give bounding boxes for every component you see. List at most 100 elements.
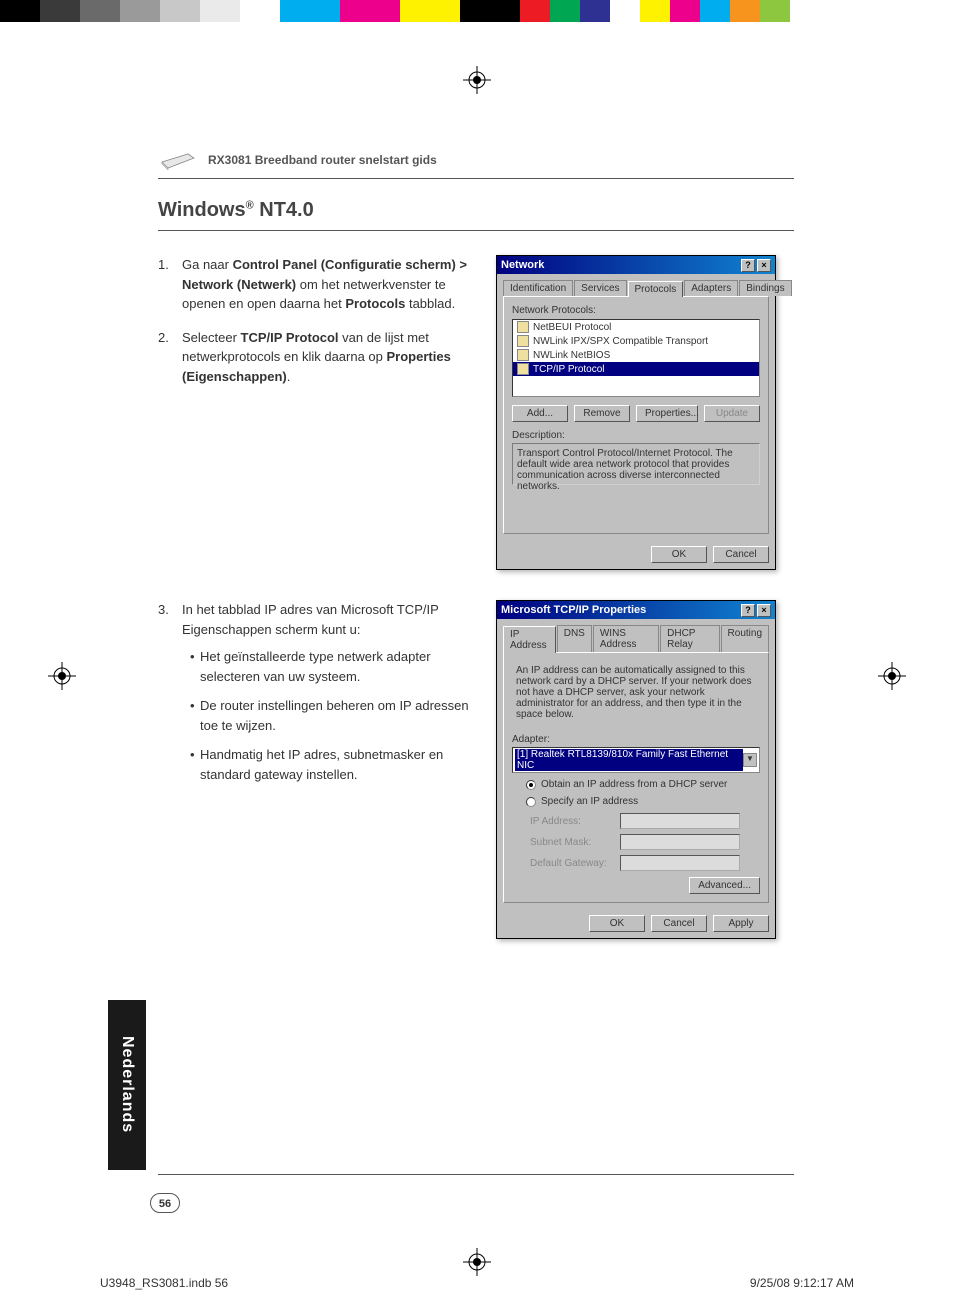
section-title-post: NT4.0 bbox=[254, 199, 314, 221]
dialog-tab[interactable]: Adapters bbox=[684, 280, 738, 296]
page-header: RX3081 Breedband router snelstart gids bbox=[158, 148, 794, 179]
router-icon bbox=[158, 148, 198, 172]
color-swatch bbox=[610, 0, 640, 22]
dialog-tab[interactable]: Identification bbox=[503, 280, 573, 296]
dialog-title: Microsoft TCP/IP Properties bbox=[501, 604, 646, 616]
add-button[interactable]: Add... bbox=[512, 405, 568, 422]
list-item[interactable]: NetBEUI Protocol bbox=[513, 320, 759, 334]
list-item[interactable]: TCP/IP Protocol bbox=[513, 362, 759, 376]
footer-datetime: 9/25/08 9:12:17 AM bbox=[750, 1276, 854, 1290]
adapter-value: [1] Realtek RTL8139/810x Family Fast Eth… bbox=[515, 749, 743, 771]
dialog-tab[interactable]: Protocols bbox=[628, 281, 684, 297]
dialog-tab[interactable]: Services bbox=[574, 280, 626, 296]
section-title: Windows® NT4.0 bbox=[158, 199, 794, 231]
adapter-label: Adapter: bbox=[512, 734, 760, 745]
registration-mark-top bbox=[463, 66, 491, 94]
bottom-rule bbox=[158, 1174, 794, 1175]
color-swatch bbox=[670, 0, 700, 22]
info-text: An IP address can be automatically assig… bbox=[512, 661, 760, 724]
protocol-icon bbox=[517, 349, 529, 361]
color-swatch bbox=[200, 0, 240, 22]
list-item[interactable]: NWLink NetBIOS bbox=[513, 348, 759, 362]
language-tab: Nederlands bbox=[108, 1000, 146, 1170]
close-button[interactable]: × bbox=[757, 604, 771, 617]
color-swatch bbox=[40, 0, 80, 22]
color-swatch bbox=[730, 0, 760, 22]
radio-specify[interactable]: Specify an IP address bbox=[526, 796, 760, 807]
adapter-dropdown[interactable]: [1] Realtek RTL8139/810x Family Fast Eth… bbox=[512, 747, 760, 773]
list-label: Network Protocols: bbox=[512, 305, 760, 316]
color-swatch bbox=[280, 0, 340, 22]
ok-button[interactable]: OK bbox=[651, 546, 707, 563]
help-button[interactable]: ? bbox=[741, 259, 755, 272]
color-swatch bbox=[460, 0, 520, 22]
section-title-sup: ® bbox=[246, 199, 254, 211]
dialog-tab[interactable]: WINS Address bbox=[593, 625, 659, 652]
bullet-item: •Het geïnstalleerde type netwerk adapter… bbox=[190, 647, 478, 686]
instructions-block-1: 1. Ga naar Control Panel (Configuratie s… bbox=[158, 255, 478, 570]
mask-label: Subnet Mask: bbox=[530, 837, 610, 848]
dialog-titlebar[interactable]: Microsoft TCP/IP Properties ? × bbox=[497, 601, 775, 619]
radio-icon bbox=[526, 797, 536, 807]
color-swatch bbox=[160, 0, 200, 22]
advanced-button[interactable]: Advanced... bbox=[689, 877, 760, 894]
page-number: 56 bbox=[150, 1193, 180, 1213]
ip-label: IP Address: bbox=[530, 816, 610, 827]
color-swatch bbox=[340, 0, 400, 22]
registration-mark-bottom bbox=[463, 1248, 491, 1276]
ok-button[interactable]: OK bbox=[589, 915, 645, 932]
header-title: RX3081 Breedband router snelstart gids bbox=[208, 153, 437, 167]
update-button: Update bbox=[704, 405, 760, 422]
registration-mark-right bbox=[878, 662, 906, 690]
color-swatch bbox=[0, 0, 40, 22]
step-num: 1. bbox=[158, 255, 182, 314]
color-swatch bbox=[760, 0, 790, 22]
cancel-button[interactable]: Cancel bbox=[713, 546, 769, 563]
dialog-tabs: IdentificationServicesProtocolsAdaptersB… bbox=[497, 274, 775, 296]
dialog-tabs: IP AddressDNSWINS AddressDHCP RelayRouti… bbox=[497, 619, 775, 652]
radio-icon bbox=[526, 780, 536, 790]
protocol-icon bbox=[517, 335, 529, 347]
apply-button[interactable]: Apply bbox=[713, 915, 769, 932]
dialog-tab[interactable]: DNS bbox=[557, 625, 592, 652]
registration-mark-left bbox=[48, 662, 76, 690]
protocol-icon bbox=[517, 363, 529, 375]
color-swatch bbox=[640, 0, 670, 22]
radio-dhcp[interactable]: Obtain an IP address from a DHCP server bbox=[526, 779, 760, 790]
description-label: Description: bbox=[512, 430, 760, 441]
bullet-item: •Handmatig het IP adres, subnetmasker en… bbox=[190, 745, 478, 784]
dialog-titlebar[interactable]: Network ? × bbox=[497, 256, 775, 274]
print-colorbar bbox=[0, 0, 954, 22]
remove-button[interactable]: Remove bbox=[574, 405, 630, 422]
color-swatch bbox=[240, 0, 280, 22]
page-content: RX3081 Breedband router snelstart gids W… bbox=[158, 148, 794, 1148]
dialog-tab[interactable]: IP Address bbox=[503, 626, 556, 653]
description-text: Transport Control Protocol/Internet Prot… bbox=[512, 443, 760, 485]
color-swatch bbox=[550, 0, 580, 22]
gateway-input bbox=[620, 855, 740, 871]
network-dialog: Network ? × IdentificationServicesProtoc… bbox=[496, 255, 776, 570]
cancel-button[interactable]: Cancel bbox=[651, 915, 707, 932]
color-swatch bbox=[520, 0, 550, 22]
dialog-tab[interactable]: DHCP Relay bbox=[660, 625, 719, 652]
dialog-tab[interactable]: Routing bbox=[721, 625, 769, 652]
help-button[interactable]: ? bbox=[741, 604, 755, 617]
properties-button[interactable]: Properties... bbox=[636, 405, 698, 422]
list-item[interactable]: NWLink IPX/SPX Compatible Transport bbox=[513, 334, 759, 348]
tcpip-properties-dialog: Microsoft TCP/IP Properties ? × IP Addre… bbox=[496, 600, 776, 939]
section-title-pre: Windows bbox=[158, 199, 246, 221]
gateway-label: Default Gateway: bbox=[530, 858, 610, 869]
close-button[interactable]: × bbox=[757, 259, 771, 272]
color-swatch bbox=[80, 0, 120, 22]
instructions-block-2: 3. In het tabblad IP adres van Microsoft… bbox=[158, 600, 478, 939]
step-num: 2. bbox=[158, 328, 182, 387]
ip-input bbox=[620, 813, 740, 829]
dialog-tab[interactable]: Bindings bbox=[739, 280, 791, 296]
color-swatch bbox=[580, 0, 610, 22]
color-swatch bbox=[120, 0, 160, 22]
protocols-listbox[interactable]: NetBEUI ProtocolNWLink IPX/SPX Compatibl… bbox=[512, 319, 760, 397]
step-num: 3. bbox=[158, 600, 182, 794]
dropdown-arrow-icon: ▼ bbox=[743, 753, 757, 767]
mask-input bbox=[620, 834, 740, 850]
footer-filename: U3948_RS3081.indb 56 bbox=[100, 1276, 228, 1290]
